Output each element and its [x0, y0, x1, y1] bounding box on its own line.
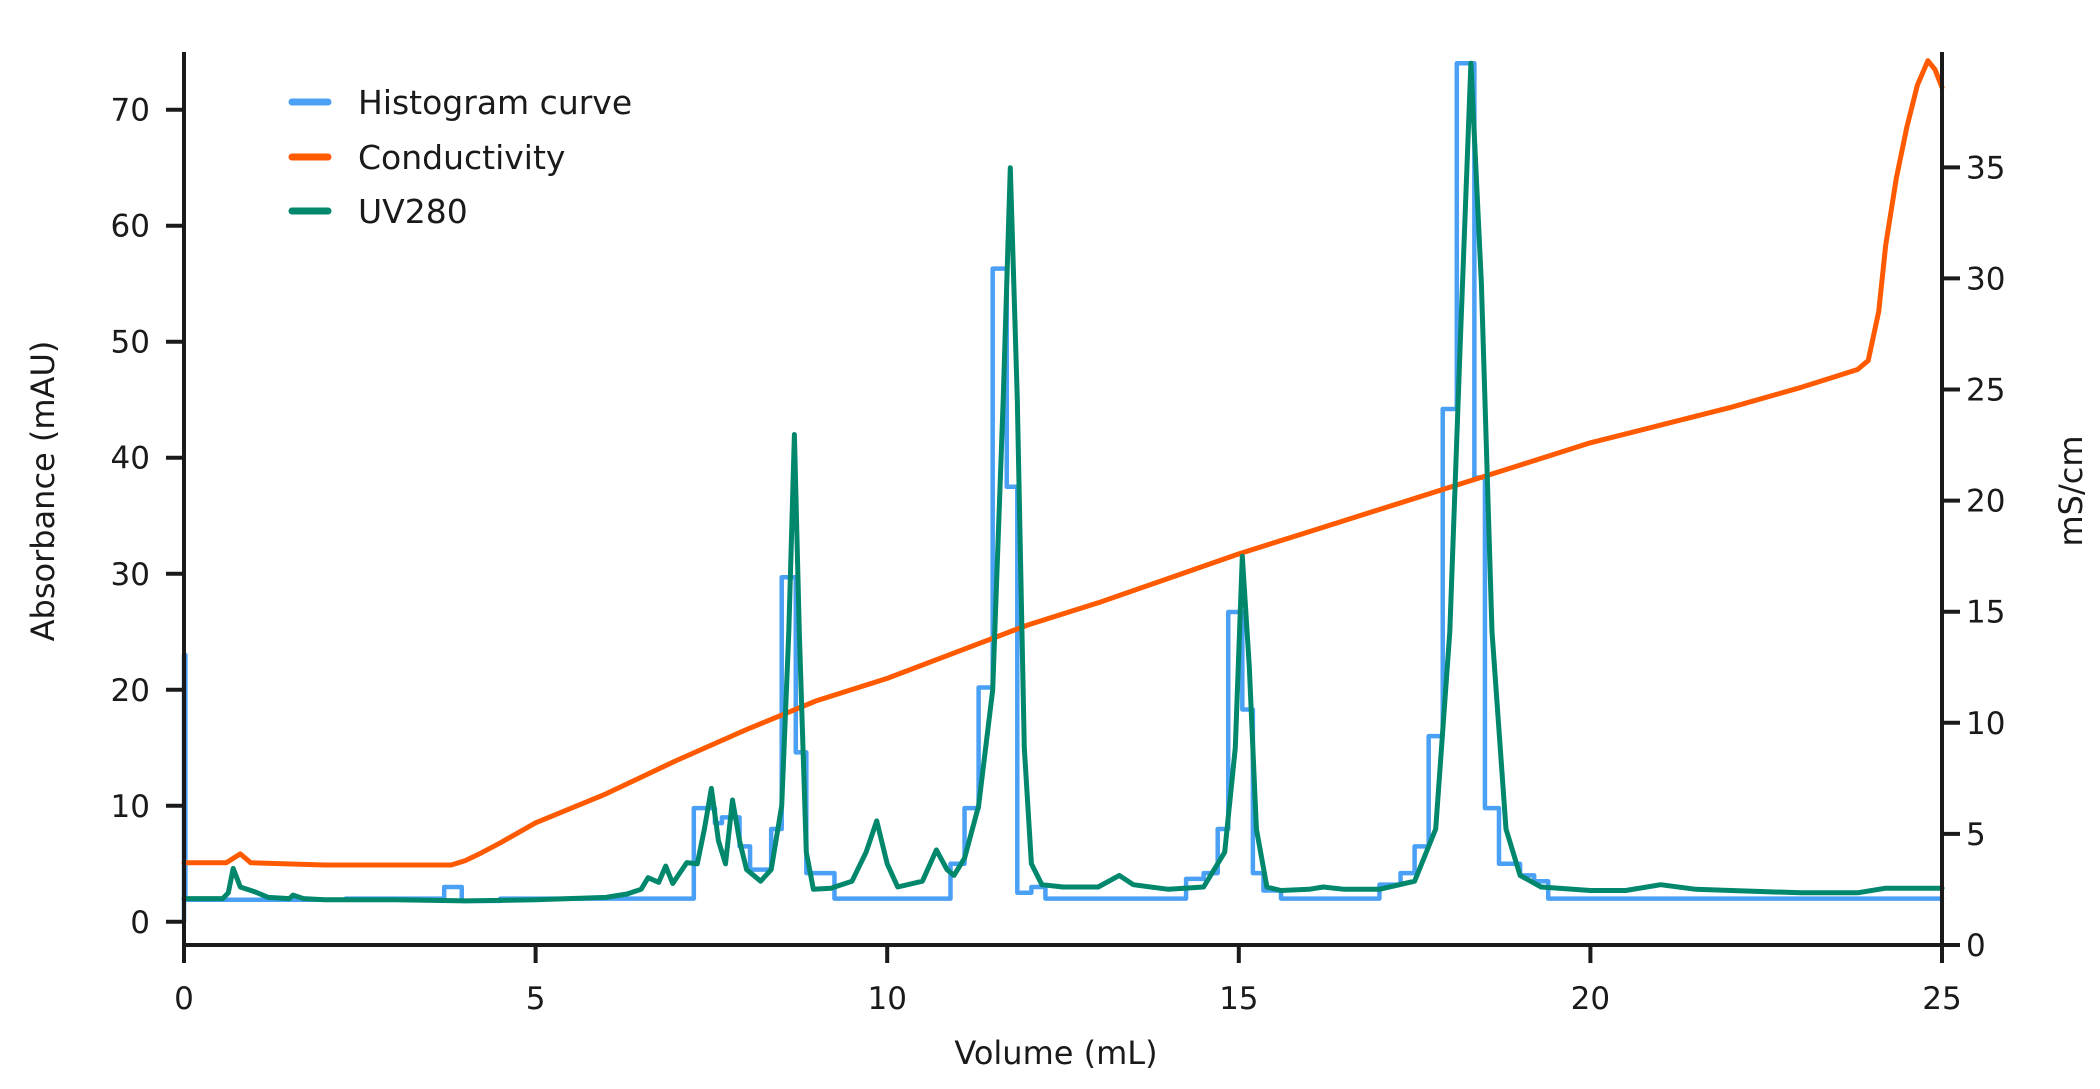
x-tick-label: 10	[867, 981, 906, 1017]
y2-tick-label: 35	[1966, 150, 2005, 186]
y2-tick-label: 10	[1966, 706, 2005, 742]
y2-tick-label: 15	[1966, 595, 2005, 631]
legend-label-uv280: UV280	[358, 192, 468, 231]
y2-axis-title: mS/cm	[2052, 435, 2090, 546]
x-tick-label: 15	[1219, 981, 1258, 1017]
x-tick-label: 25	[1922, 981, 1961, 1017]
y2-tick-label: 30	[1966, 261, 2005, 297]
y-tick-label: 30	[111, 557, 150, 593]
y-tick-label: 70	[111, 93, 150, 129]
y-axis-title: Absorbance (mAU)	[24, 341, 62, 642]
x-axis-title: Volume (mL)	[954, 1034, 1157, 1072]
y2-tick-label: 0	[1966, 928, 1986, 964]
x-tick-label: 20	[1571, 981, 1610, 1017]
y-tick-label: 0	[130, 905, 150, 941]
x-tick-label: 0	[174, 981, 194, 1017]
y-tick-label: 60	[111, 209, 150, 245]
legend: Histogram curve Conductivity UV280	[288, 83, 632, 231]
y-tick-label: 10	[111, 789, 150, 825]
y2-tick-label: 5	[1966, 817, 1986, 853]
x-tick-label: 5	[526, 981, 546, 1017]
y-tick-label: 20	[111, 673, 150, 709]
series-layer	[181, 58, 1945, 925]
series-line-conductivity	[181, 58, 1945, 868]
legend-label-conductivity: Conductivity	[358, 138, 565, 177]
y2-tick-label: 25	[1966, 373, 2005, 409]
y-tick-label: 40	[111, 441, 150, 477]
legend-label-histogram: Histogram curve	[358, 83, 632, 122]
series-line-uv280	[181, 60, 1945, 904]
y-tick-label: 50	[111, 325, 150, 361]
y2-tick-label: 20	[1966, 484, 2005, 520]
